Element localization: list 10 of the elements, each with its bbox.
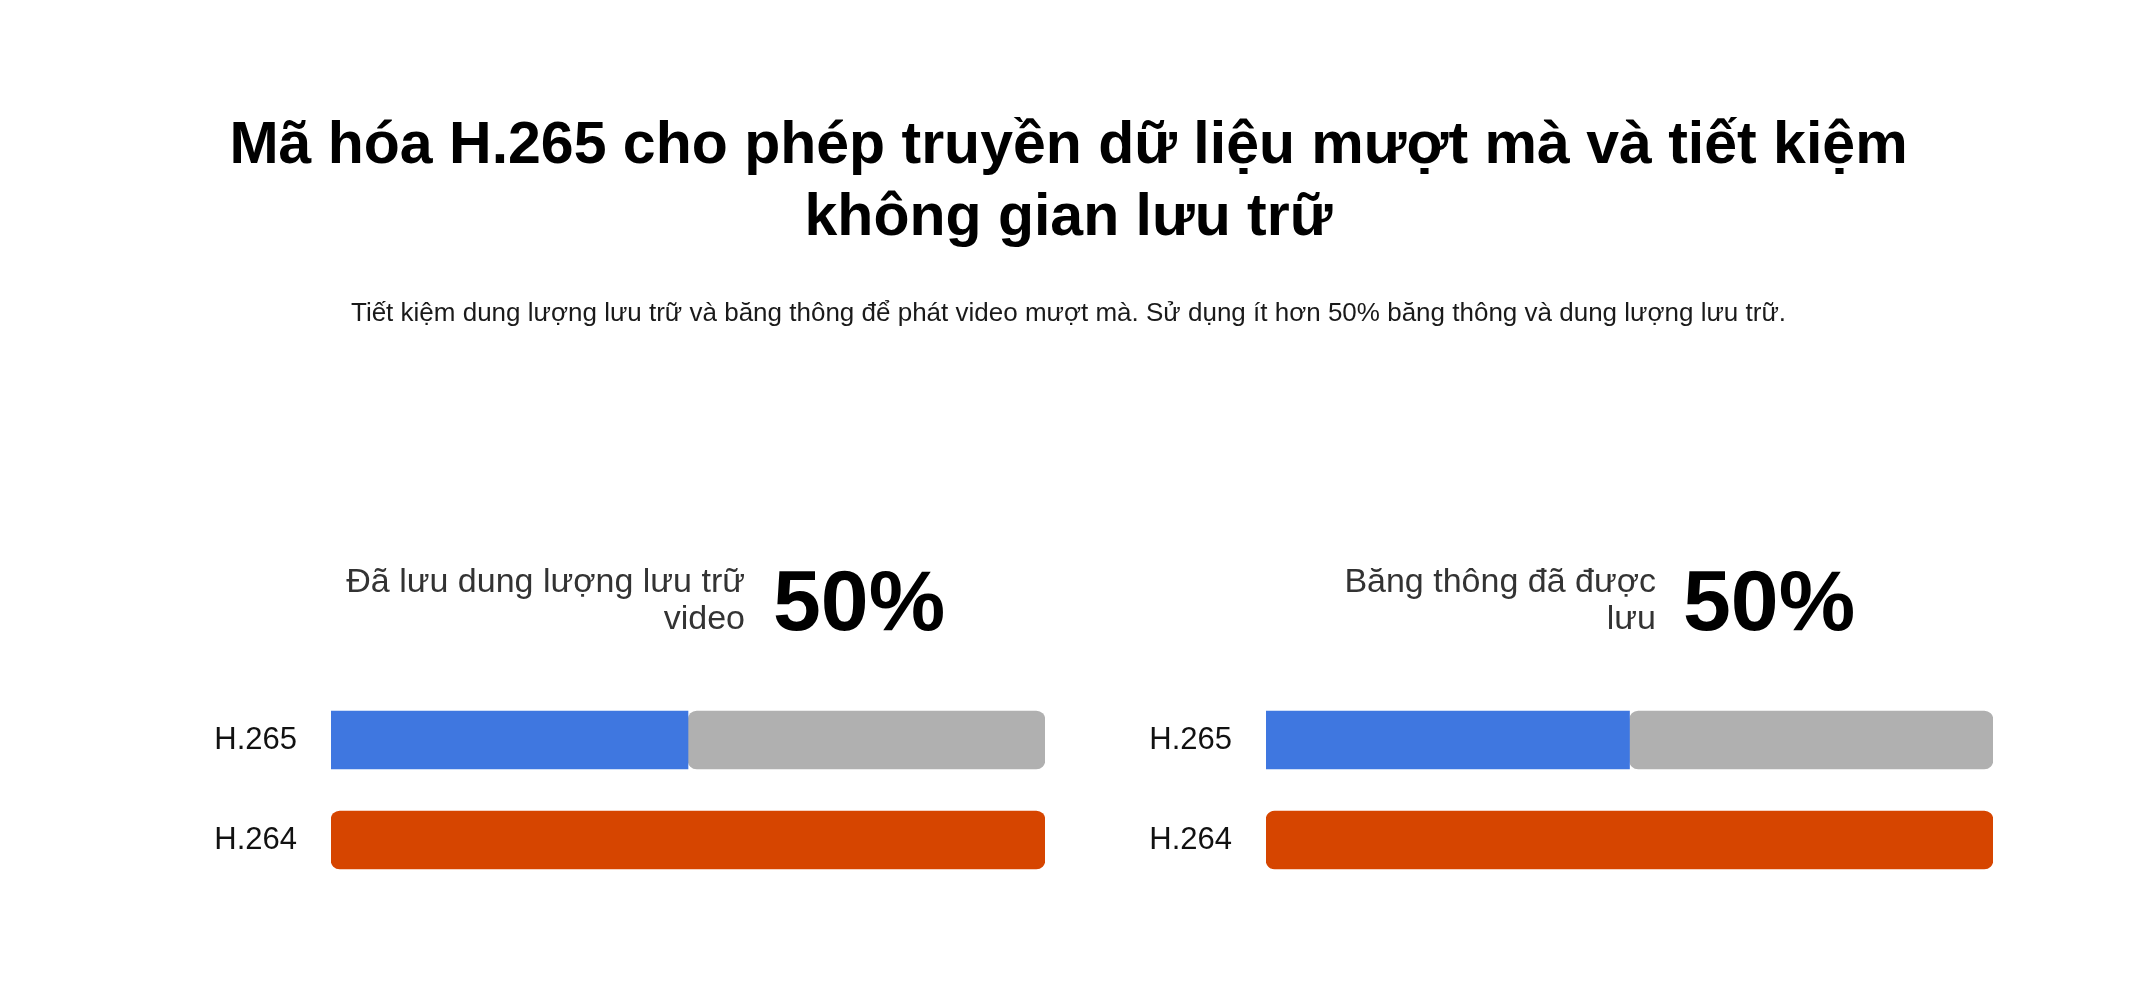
text: 50% xyxy=(773,552,946,648)
text: Tiết kiệm dung lượng lưu trữ và băng thông để phát video mượt mà. Sử dụng ít hơn 50% băng thông và dung lượng lưu trữ. xyxy=(349,297,1788,327)
chart-title: Băng thông đã được lưu xyxy=(1343,561,1656,636)
text: Mã hóa H.265 cho phép truyền dữ liệu mượt mà và tiết kiệm không gian lưu trữ xyxy=(228,109,1909,250)
chart-title: Đã lưu dung lượng lưu trữ video xyxy=(345,561,745,636)
text: 50% xyxy=(1683,552,1856,648)
y-tick-label: H.264 xyxy=(214,820,297,856)
y-tick-label: H.265 xyxy=(1149,720,1232,756)
y-tick-label: H.264 xyxy=(1149,820,1232,856)
y-tick-label: H.265 xyxy=(214,720,297,756)
